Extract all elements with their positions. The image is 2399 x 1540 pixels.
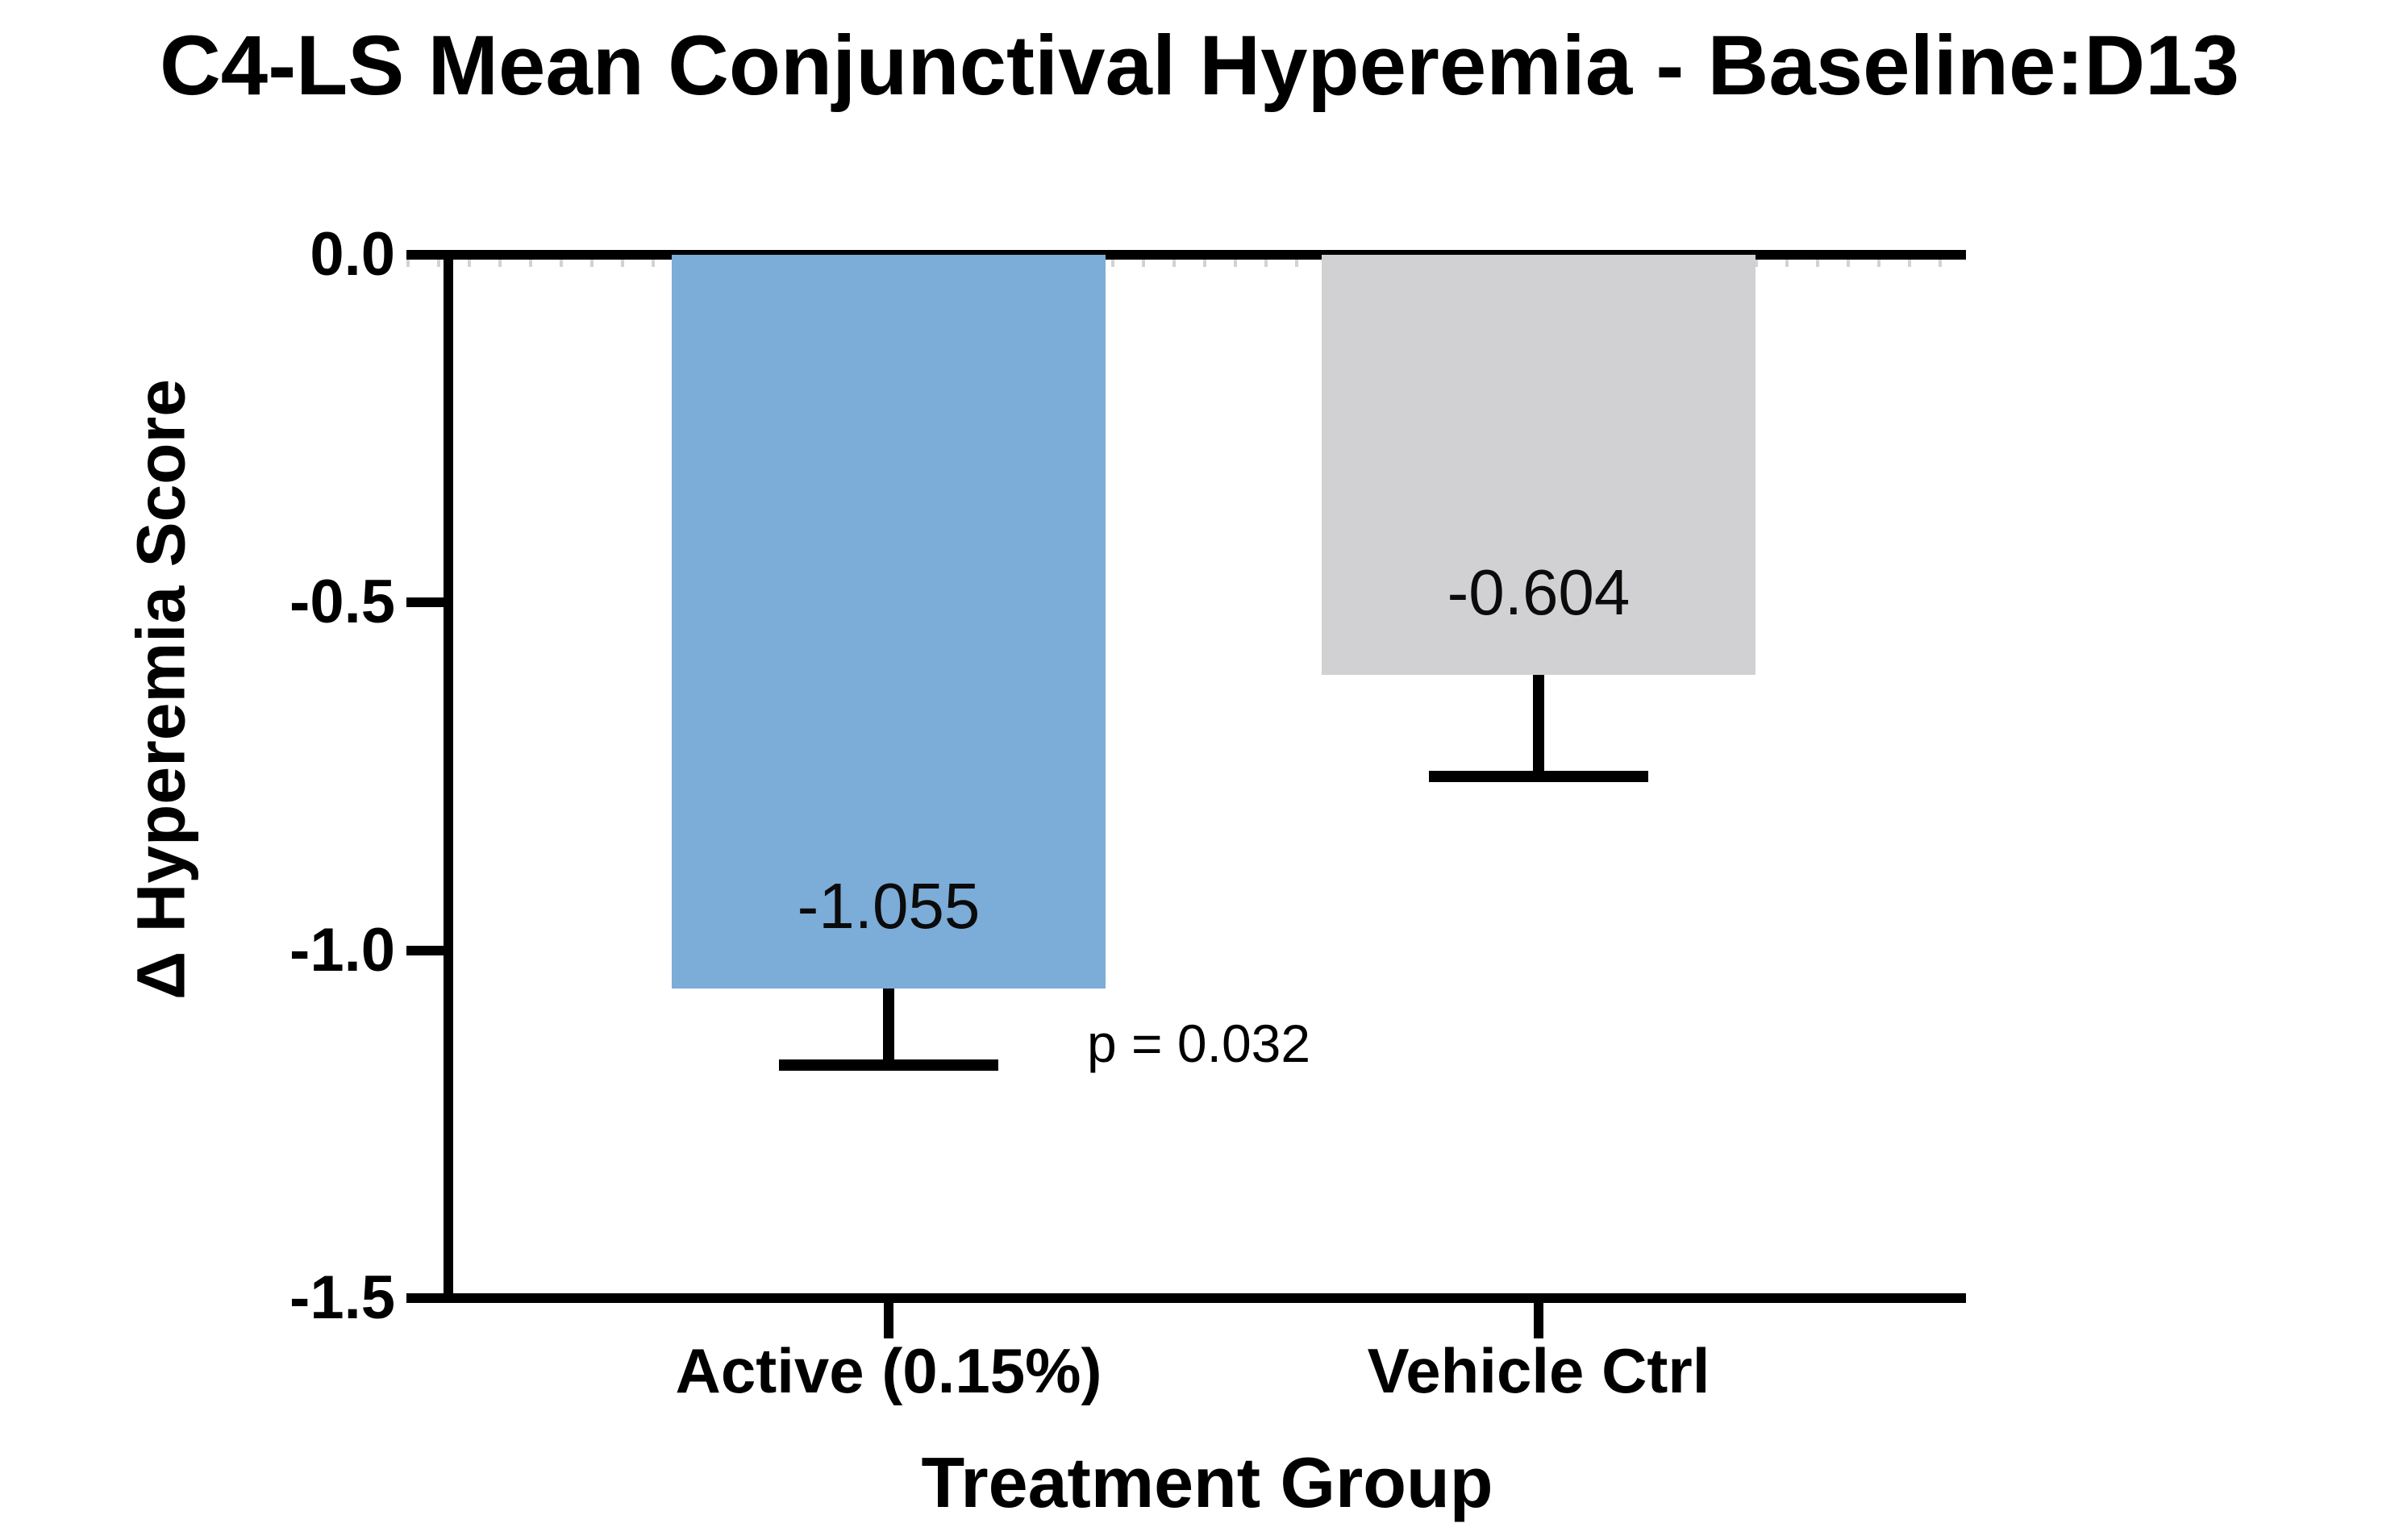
error-bar-cap [1429, 771, 1648, 782]
x-tick-label: Vehicle Ctrl [1367, 1335, 1710, 1406]
y-tick-label: -0.5 [289, 568, 395, 637]
x-axis-bottom-spine [406, 1293, 1966, 1303]
error-bar-stem [883, 989, 894, 1065]
error-bar-stem [1533, 675, 1544, 776]
y-tick [406, 250, 448, 260]
y-tick-label: -1.5 [289, 1263, 395, 1332]
x-tick [1534, 1293, 1543, 1338]
y-axis-spine [444, 250, 453, 1303]
y-tick [406, 597, 448, 608]
x-axis-title: Treatment Group [921, 1442, 1493, 1522]
bar-active-0-15 [672, 255, 1106, 989]
error-bar-cap [779, 1059, 998, 1071]
x-tick [884, 1293, 893, 1338]
y-tick [406, 1293, 448, 1303]
chart-title: C4-LS Mean Conjunctival Hyperemia - Base… [159, 19, 2240, 113]
y-tick [406, 945, 448, 955]
y-tick-label: -1.0 [289, 915, 395, 984]
y-tick-label: 0.0 [310, 220, 395, 289]
y-axis-title: Δ Hyperemia Score [123, 378, 199, 1001]
top-axis-minor-ticks [406, 260, 1966, 267]
bar-vehicle-ctrl [1322, 255, 1756, 676]
bar-value-label: -0.604 [1447, 556, 1631, 629]
p-value-annotation: p = 0.032 [1087, 1013, 1311, 1073]
bar-value-label: -1.055 [797, 870, 981, 943]
x-tick-label: Active (0.15%) [675, 1335, 1102, 1406]
